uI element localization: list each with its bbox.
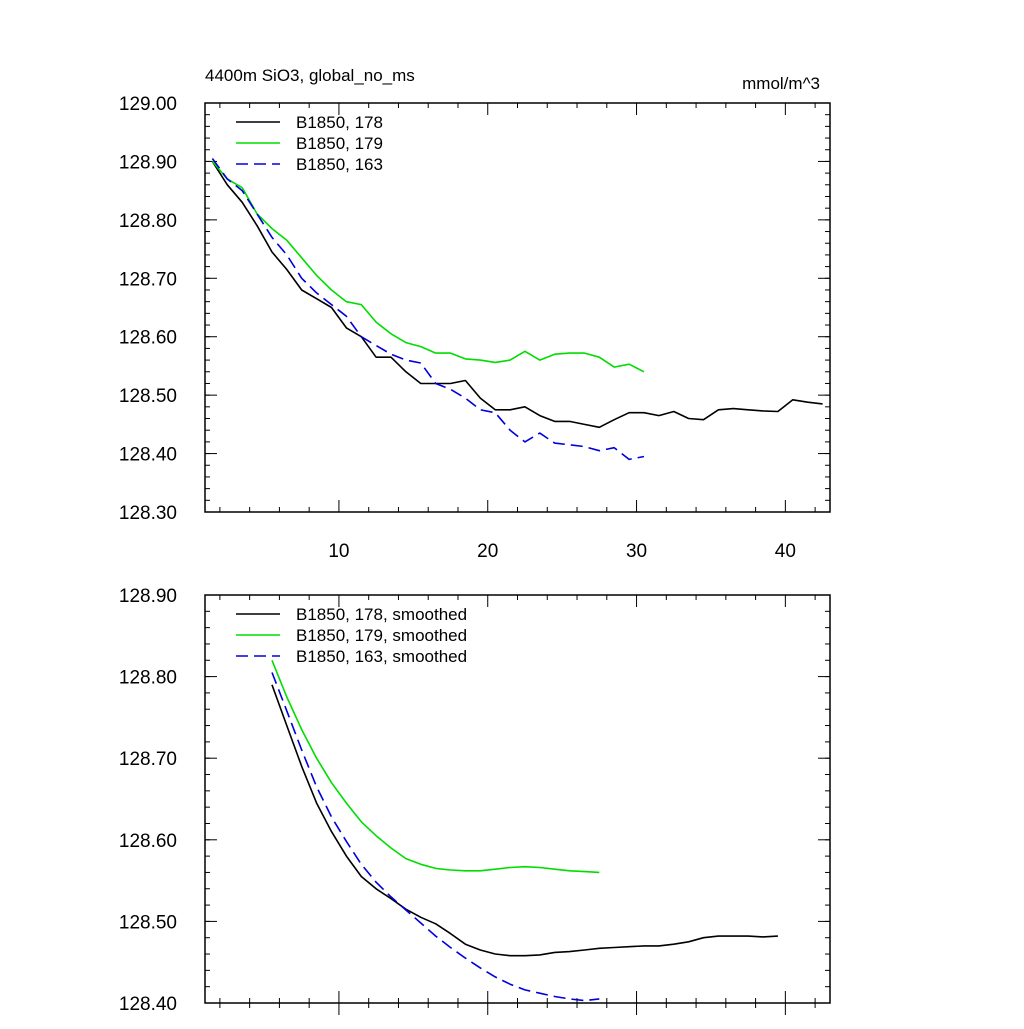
y-tick-label: 128.30 <box>119 503 177 524</box>
legend-label: B1850, 179 <box>296 134 383 153</box>
y-tick-label: 128.70 <box>119 749 177 770</box>
legend: B1850, 178, smoothed B1850, 179, smoothed… <box>236 605 467 666</box>
y-tick-label: 128.90 <box>119 152 177 173</box>
series-line-2 <box>211 160 645 373</box>
x-tick-label: 30 <box>626 541 647 562</box>
legend: B1850, 178 B1850, 179 B1850, 163 <box>236 113 383 174</box>
y-tick-label: 128.40 <box>119 445 177 466</box>
y-tick-label: 128.60 <box>119 831 177 852</box>
y-tick-label: 128.80 <box>119 668 177 689</box>
chart-panel-2: 128.40 128.50 128.60 128.70 128.80 128.90 B185… <box>119 586 831 1015</box>
legend-label: B1850, 163 <box>296 155 383 174</box>
y-tick-label: 128.50 <box>119 912 177 933</box>
x-tick-label: 40 <box>775 541 796 562</box>
x-tick-label: 20 <box>477 541 498 562</box>
series-line-3 <box>211 158 645 461</box>
y-tick-label: 129.00 <box>119 94 177 115</box>
series-line-1 <box>211 160 823 429</box>
series-line-2 <box>271 660 600 874</box>
units-label: mmol/m^3 <box>742 74 820 93</box>
legend-label: B1850, 178, smoothed <box>296 605 467 624</box>
y-tick-label: 128.80 <box>119 211 177 232</box>
chart-panel-1: 10 20 30 40 128.30 128.40 128.50 128.60 128.70 12… <box>119 66 831 562</box>
y-tick-label: 128.90 <box>119 586 177 607</box>
legend-label: B1850, 163, smoothed <box>296 647 467 666</box>
y-tick-label: 128.60 <box>119 328 177 349</box>
chart-title: 4400m SiO3, global_no_ms <box>205 66 415 85</box>
y-tick-label: 128.70 <box>119 269 177 290</box>
legend-label: B1850, 179, smoothed <box>296 626 467 645</box>
legend-label: B1850, 178 <box>296 113 383 132</box>
x-tick-label: 10 <box>328 541 349 562</box>
y-tick-label: 128.40 <box>119 994 177 1015</box>
series-line-1 <box>271 684 778 957</box>
y-tick-label: 128.50 <box>119 386 177 407</box>
series-line-3 <box>271 672 600 1002</box>
